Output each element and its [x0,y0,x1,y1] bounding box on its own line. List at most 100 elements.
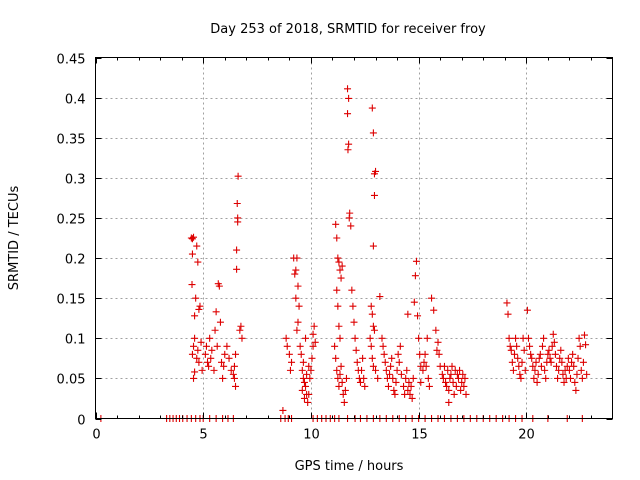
data-point [298,366,306,374]
data-point [510,350,518,358]
data-point [216,318,224,326]
data-point [225,354,233,362]
data-point [434,338,442,346]
data-point [459,370,467,378]
data-point [344,85,352,93]
data-point [197,338,205,346]
data-point [523,306,531,314]
data-point [192,294,200,302]
data-point [213,342,221,350]
data-point [419,366,427,374]
data-point [211,326,219,334]
data-point [190,233,198,241]
data-point [405,378,413,386]
data-point [456,366,464,374]
data-point [536,350,544,358]
data-point [372,167,380,175]
data-point [505,334,513,342]
data-point [407,382,415,390]
data-point [504,310,512,318]
data-point [194,258,202,266]
data-point [345,140,353,148]
data-point [342,374,350,382]
data-point [188,235,196,243]
data-point [423,334,431,342]
data-point [206,334,214,342]
data-point [335,258,343,266]
data-point [541,366,549,374]
data-point [221,350,229,358]
data-point [442,378,450,386]
data-point [400,382,408,390]
data-point [443,382,451,390]
data-point [339,390,347,398]
data-point [212,308,220,316]
data-point [555,366,563,374]
data-point [198,366,206,374]
data-point [506,342,514,350]
data-point [337,362,345,370]
data-point [574,354,582,362]
data-point [424,374,432,382]
data-point [460,382,468,390]
data-point [524,334,532,342]
data-point [580,331,588,339]
data-point [461,374,469,382]
data-point [565,366,573,374]
data-point [283,342,291,350]
data-point [340,398,348,406]
data-point [414,312,422,320]
data-point [282,334,290,342]
data-point [417,378,425,386]
data-point [378,334,386,342]
data-point [457,386,465,394]
data-point [303,370,311,378]
data-point [583,370,591,378]
data-point [307,366,315,374]
data-point [341,386,349,394]
data-point [345,214,353,222]
data-point [293,326,301,334]
data-point [299,358,307,366]
data-point [233,246,241,254]
data-point [527,350,535,358]
data-point [333,286,341,294]
data-point [390,386,398,394]
data-point [408,394,416,402]
data-point [531,366,539,374]
data-point [422,362,430,370]
data-point [334,254,342,262]
data-point [294,318,302,326]
data-point [304,398,312,406]
data-point [545,346,553,354]
data-point [349,302,357,310]
data-point [234,218,242,226]
y-tick-label: 0 [77,414,85,429]
data-point [191,334,199,342]
data-point [572,386,580,394]
data-point [447,370,455,378]
data-point [233,200,241,208]
data-point [306,374,314,382]
data-point [448,362,456,370]
data-point [196,302,204,310]
data-point [344,110,352,118]
data-point [368,310,376,318]
data-point [232,350,240,358]
data-point [534,370,542,378]
data-point [361,382,369,390]
data-point [403,366,411,374]
data-point [542,374,550,382]
data-point [195,305,203,313]
data-point [208,346,216,354]
data-point [430,306,438,314]
data-point [393,366,401,374]
data-point [458,378,466,386]
data-point [297,350,305,358]
data-point [204,358,212,366]
data-point [381,358,389,366]
data-point [338,262,346,270]
data-point [391,390,399,398]
data-point [356,378,364,386]
data-point [229,370,237,378]
